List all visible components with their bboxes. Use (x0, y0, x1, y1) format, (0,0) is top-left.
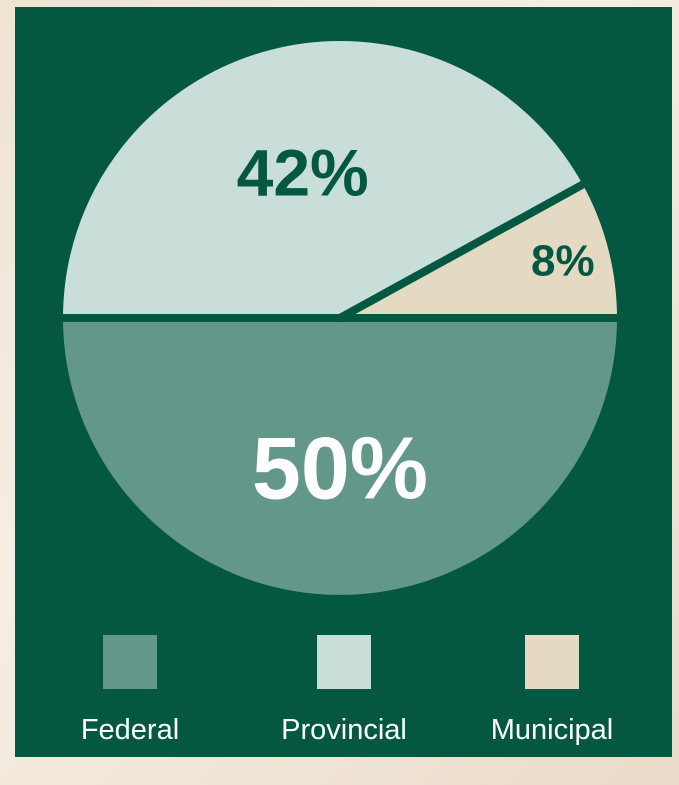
pie-slice-provincial (55, 33, 591, 322)
legend-item-municipal: Municipal (462, 635, 642, 755)
pie-label-provincial: 42% (237, 136, 369, 210)
legend-swatch-provincial (317, 635, 371, 689)
pie-label-municipal: 8% (531, 236, 595, 285)
pie-slice-municipal (336, 178, 625, 322)
legend: Federal Provincial Municipal (15, 635, 672, 755)
chart-panel: 50% 42% 8% Federal Provincial Municipal (15, 7, 672, 757)
pie-label-federal: 50% (252, 419, 428, 518)
legend-label-municipal: Municipal (490, 714, 614, 746)
legend-item-provincial: Provincial (254, 635, 434, 755)
legend-label-provincial: Provincial (281, 714, 407, 746)
pie-chart: 50% 42% 8% (55, 33, 625, 603)
legend-label-federal: Federal (80, 714, 180, 746)
legend-swatch-municipal (525, 635, 579, 689)
legend-swatch-federal (103, 635, 157, 689)
legend-item-federal: Federal (40, 635, 220, 755)
pie-slice-federal (55, 314, 625, 603)
